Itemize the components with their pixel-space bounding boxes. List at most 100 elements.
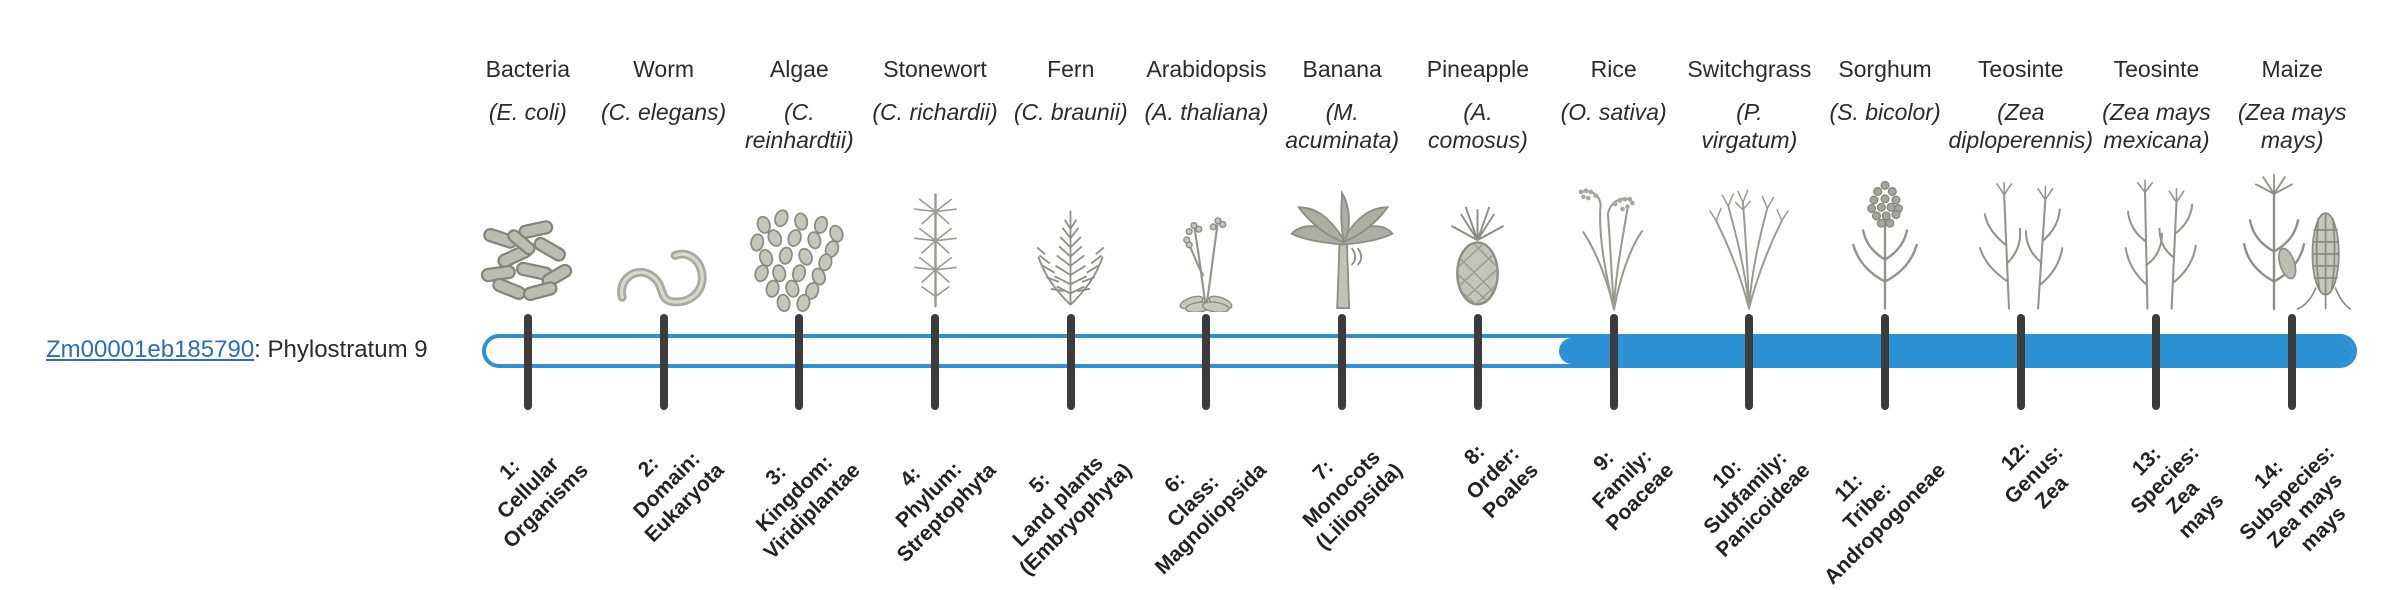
stratum-column-5: Fern (C. braunii) 5: Land plants (Embryo… bbox=[1003, 0, 1139, 580]
organism-illustration bbox=[1400, 160, 1556, 312]
organism-scientific-name: (C. braunii) bbox=[1013, 99, 1128, 125]
stratum-tick bbox=[2152, 314, 2161, 410]
algae-icon bbox=[750, 209, 844, 312]
organism-illustration bbox=[857, 160, 1013, 312]
stratum-label: 2: Domain: Eukaryota bbox=[628, 447, 729, 547]
organism-scientific-name: (P. virgatum) bbox=[1701, 99, 1798, 154]
stratum-label: 8: Order: Poales bbox=[1460, 440, 1544, 524]
organism-illustration bbox=[1807, 160, 1963, 312]
phylostratum-bar-fill bbox=[1558, 338, 2353, 364]
gene-phylostratum-text: : Phylostratum 9 bbox=[254, 336, 428, 363]
arabidopsis-icon bbox=[1179, 217, 1233, 312]
stratum-tick bbox=[659, 314, 668, 410]
organism-scientific-name: (A. thaliana) bbox=[1144, 99, 1269, 125]
stratum-tick bbox=[523, 314, 532, 410]
stratum-column-8: Pineapple (A. comosus) 8: Order: Poales bbox=[1410, 0, 1546, 580]
organism-scientific-name: (Zea diploperennis) bbox=[1948, 99, 2093, 154]
switchgrass-icon bbox=[1709, 189, 1790, 310]
organism-common-name: Fern bbox=[1047, 56, 1095, 82]
stratum-column-4: Stonewort (C. richardii) 4: Phylum: Stre… bbox=[867, 0, 1003, 580]
phylostratum-bar bbox=[482, 334, 2357, 368]
organism-illustration bbox=[450, 160, 606, 312]
organism-common-name: Arabidopsis bbox=[1146, 56, 1267, 82]
organism-scientific-name: (Zea mays mexicana) bbox=[2102, 99, 2211, 154]
stratum-column-6: Arabidopsis (A. thaliana) 6: Class: Magn… bbox=[1139, 0, 1275, 580]
maize-icon bbox=[2243, 173, 2352, 311]
organism-illustration bbox=[1536, 160, 1692, 312]
stratum-tick bbox=[795, 314, 804, 410]
stratum-tick bbox=[1473, 314, 1482, 410]
organism-common-name: Teosinte bbox=[2113, 56, 2200, 82]
stratum-column-3: Algae (C. reinhardtii) 3: Kingdom: Virid… bbox=[731, 0, 867, 580]
organism-common-name: Algae bbox=[769, 56, 829, 82]
banana-icon bbox=[1290, 189, 1394, 309]
organism-illustration bbox=[1943, 160, 2099, 312]
organism-illustration bbox=[721, 160, 877, 312]
organism-common-name: Banana bbox=[1302, 56, 1382, 82]
rice-icon bbox=[1578, 188, 1643, 311]
organism-common-name: Pineapple bbox=[1426, 56, 1530, 82]
bacteria-icon bbox=[480, 220, 572, 301]
stratum-tick bbox=[1881, 314, 1890, 410]
organism-scientific-name: (E. coli) bbox=[488, 99, 567, 125]
stratum-label: 4: Phylum: Streptophyta bbox=[890, 457, 1001, 567]
stratum-column-12: Teosinte (Zea diploperennis) 12: Genus: … bbox=[1949, 0, 2093, 580]
stratum-label: 9: Family: Poaceae bbox=[1588, 444, 1679, 536]
organism-scientific-name: (C. reinhardtii) bbox=[744, 99, 854, 154]
stratum-tick bbox=[2288, 314, 2297, 410]
gene-link[interactable]: Zm00001eb185790 bbox=[46, 336, 255, 363]
organism-common-name: Sorghum bbox=[1838, 56, 1932, 82]
organism-scientific-name: (C. richardii) bbox=[872, 99, 998, 125]
organism-illustration bbox=[586, 160, 742, 312]
organism-common-name: Stonewort bbox=[883, 56, 987, 82]
stratum-tick bbox=[2016, 314, 2025, 410]
stratum-tick bbox=[1745, 314, 1754, 410]
organism-illustration bbox=[2079, 160, 2235, 312]
teosinte-diploperennis-icon bbox=[1979, 181, 2064, 310]
organism-illustration bbox=[1264, 160, 1420, 312]
organism-scientific-name: (C. elegans) bbox=[600, 99, 727, 125]
stratum-tick bbox=[1066, 314, 1075, 410]
fern-icon bbox=[1036, 210, 1105, 306]
stonewort-icon bbox=[913, 193, 957, 308]
stratum-tick bbox=[1202, 314, 1211, 410]
stratum-label: 13: Species: Zea mays bbox=[2126, 440, 2229, 543]
organism-scientific-name: (S. bicolor) bbox=[1829, 99, 1941, 125]
stratum-label: 14: Subspecies: Zea mays mays bbox=[2235, 440, 2351, 557]
worm-icon bbox=[616, 249, 707, 307]
stratum-column-1: Bacteria (E. coli) 1: Cellular Organisms bbox=[460, 0, 596, 580]
strata-columns: Bacteria (E. coli) 1: Cellular Organisms… bbox=[460, 0, 2360, 589]
stratum-column-13: Teosinte (Zea mays mexicana) 13: Species… bbox=[2089, 0, 2228, 580]
sorghum-icon bbox=[1852, 180, 1918, 310]
teosinte-mexicana-icon bbox=[2124, 179, 2197, 310]
pineapple-icon bbox=[1451, 206, 1505, 306]
organism-common-name: Rice bbox=[1590, 56, 1637, 82]
organism-scientific-name: (Zea mays mays) bbox=[2237, 99, 2347, 154]
organism-illustration bbox=[1671, 160, 1827, 312]
organism-common-name: Teosinte bbox=[1977, 56, 2064, 82]
stratum-column-9: Rice (O. sativa) 9: Family: Poaceae bbox=[1546, 0, 1682, 580]
organism-scientific-name: (O. sativa) bbox=[1560, 99, 1667, 125]
organism-common-name: Maize bbox=[2261, 56, 2323, 82]
gene-label: Zm00001eb185790: Phylostratum 9 bbox=[46, 336, 428, 364]
stratum-label: 7: Monocots (Liliopsida) bbox=[1298, 445, 1408, 555]
stratum-tick bbox=[1338, 314, 1347, 410]
stratum-column-2: Worm (C. elegans) 2: Domain: Eukaryota bbox=[596, 0, 732, 580]
stratum-tick bbox=[931, 314, 940, 410]
organism-scientific-name: (A. comosus) bbox=[1428, 99, 1528, 154]
organism-common-name: Worm bbox=[633, 56, 695, 82]
stratum-column-10: Switchgrass (P. virgatum) 10: Subfamily:… bbox=[1681, 0, 1817, 580]
organism-illustration bbox=[993, 160, 1149, 312]
stratum-label: 6: Class: Magnoliopsida bbox=[1151, 458, 1272, 580]
organism-common-name: Bacteria bbox=[485, 56, 571, 82]
organism-scientific-name: (M. acuminata) bbox=[1285, 99, 1400, 154]
organism-common-name: Switchgrass bbox=[1687, 56, 1812, 82]
stratum-column-14: Maize (Zea mays mays) 14: Subspecies: Ze… bbox=[2224, 0, 2360, 580]
stratum-column-11: Sorghum (S. bicolor) 11: Tribe: Andropog… bbox=[1817, 0, 1953, 589]
stratum-column-7: Banana (M. acuminata) 7: Monocots (Lilio… bbox=[1274, 0, 1410, 580]
stratum-label: 12: Genus: Zea bbox=[1997, 437, 2074, 514]
organism-illustration bbox=[1129, 160, 1285, 312]
organism-illustration bbox=[2214, 160, 2370, 312]
stratum-label: 3: Kingdom: Viridiplantae bbox=[751, 450, 865, 565]
